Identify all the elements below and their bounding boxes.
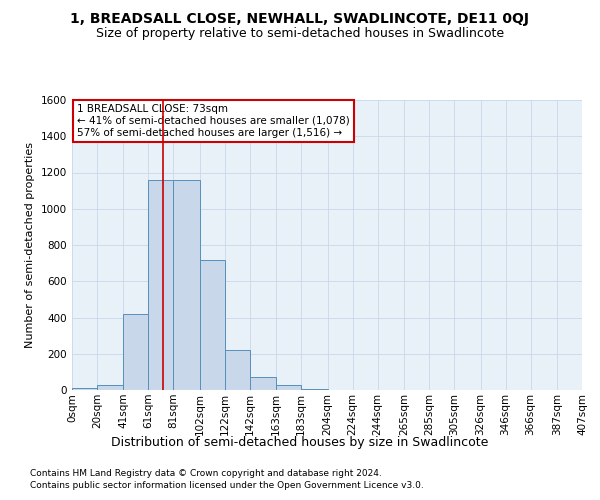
Text: 1, BREADSALL CLOSE, NEWHALL, SWADLINCOTE, DE11 0QJ: 1, BREADSALL CLOSE, NEWHALL, SWADLINCOTE… <box>71 12 530 26</box>
Bar <box>124 314 148 390</box>
Bar <box>97 385 124 390</box>
Bar <box>301 389 328 390</box>
Text: Distribution of semi-detached houses by size in Swadlincote: Distribution of semi-detached houses by … <box>112 436 488 449</box>
Text: Contains public sector information licensed under the Open Government Licence v3: Contains public sector information licen… <box>30 481 424 490</box>
Bar <box>276 386 301 390</box>
Y-axis label: Number of semi-detached properties: Number of semi-detached properties <box>25 142 35 348</box>
Bar <box>173 180 200 390</box>
Text: 1 BREADSALL CLOSE: 73sqm
← 41% of semi-detached houses are smaller (1,078)
57% o: 1 BREADSALL CLOSE: 73sqm ← 41% of semi-d… <box>77 104 350 138</box>
Bar <box>200 260 225 390</box>
Bar <box>250 378 276 390</box>
Bar <box>72 388 97 390</box>
Text: Size of property relative to semi-detached houses in Swadlincote: Size of property relative to semi-detach… <box>96 28 504 40</box>
Text: Contains HM Land Registry data © Crown copyright and database right 2024.: Contains HM Land Registry data © Crown c… <box>30 468 382 477</box>
Bar <box>225 350 250 390</box>
Bar <box>148 180 173 390</box>
